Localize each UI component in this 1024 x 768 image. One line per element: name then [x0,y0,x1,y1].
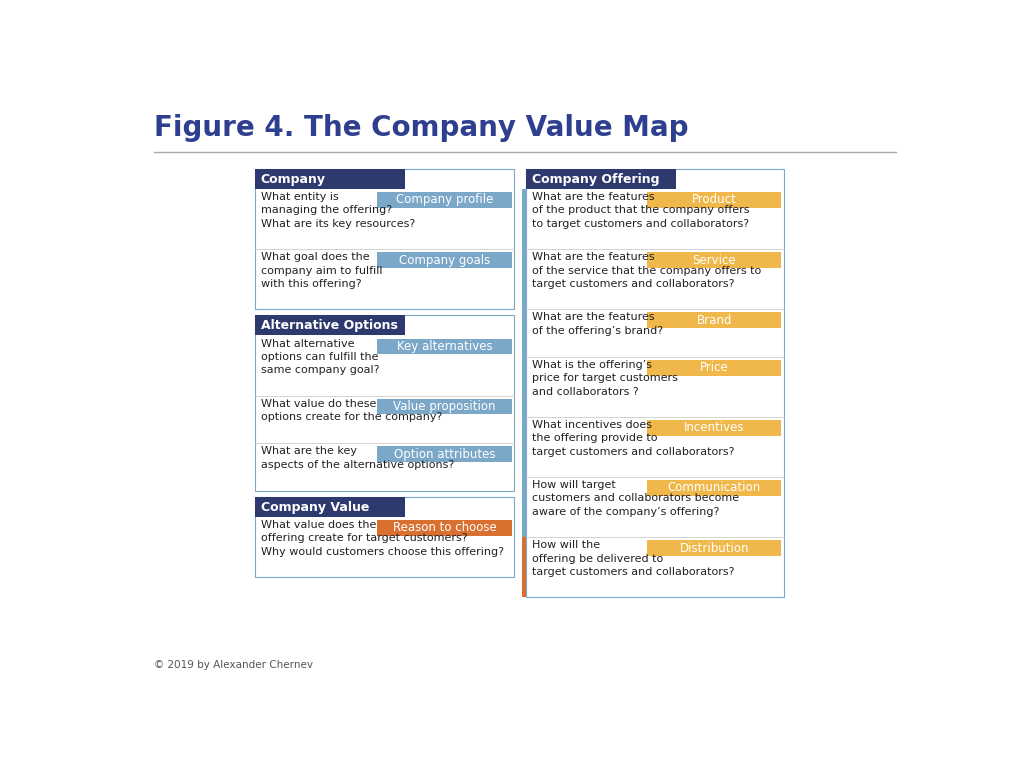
Text: Brand: Brand [696,313,732,326]
Bar [255,169,514,310]
Text: What are the features
of the service that the company offers to
target customers: What are the features of the service tha… [531,253,761,289]
Text: Value proposition: Value proposition [393,400,496,413]
Text: Key alternatives: Key alternatives [396,339,493,353]
Text: What entity is
managing the offering?
What are its key resources?: What entity is managing the offering? Wh… [261,192,415,229]
Text: What value do these
options create for the company?: What value do these options create for t… [261,399,442,422]
Text: What alternative
options can fulfill the
same company goal?: What alternative options can fulfill the… [261,339,379,375]
Text: © 2019 by Alexander Chernev: © 2019 by Alexander Chernev [154,660,312,670]
Text: What is the offering’s
price for target customers
and collaborators ?: What is the offering’s price for target … [531,360,678,396]
Bar [526,169,783,598]
Bar [647,360,781,376]
Bar [377,192,512,207]
Bar [647,541,781,556]
Bar [377,520,512,536]
Text: What are the features
of the offering’s brand?: What are the features of the offering’s … [531,313,663,336]
Text: Communication: Communication [668,482,761,495]
Bar [377,253,512,268]
Bar [522,189,526,250]
Bar [522,310,526,357]
Text: Incentives: Incentives [684,422,744,435]
Bar [377,399,512,414]
Bar [647,420,781,435]
Text: Company goals: Company goals [398,253,490,266]
Text: Price: Price [700,361,729,374]
Text: What are the features
of the product that the company offers
to target customers: What are the features of the product tha… [531,192,750,229]
Text: Company profile: Company profile [395,194,494,207]
Bar [522,417,526,477]
Bar [647,253,781,268]
Text: Company Offering: Company Offering [531,173,659,186]
Text: What value does the
offering create for target customers?
Why would customers ch: What value does the offering create for … [261,520,504,557]
Text: Service: Service [692,253,736,266]
Text: What incentives does
the offering provide to
target customers and collaborators?: What incentives does the offering provid… [531,420,734,457]
Bar [255,316,406,336]
Bar [255,169,406,189]
Bar [526,169,676,189]
Bar [377,339,512,354]
Bar [647,313,781,328]
Text: What are the key
aspects of the alternative options?: What are the key aspects of the alternat… [261,446,454,469]
Text: Company Value: Company Value [261,501,369,514]
Text: Option attributes: Option attributes [393,448,496,461]
Text: How will the
offering be delivered to
target customers and collaborators?: How will the offering be delivered to ta… [531,541,734,577]
Text: Product: Product [692,194,736,207]
Bar [255,316,514,491]
Text: Figure 4. The Company Value Map: Figure 4. The Company Value Map [154,114,688,142]
Text: Company: Company [261,173,326,186]
Text: What goal does the
company aim to fulfill
with this offering?: What goal does the company aim to fulfil… [261,253,382,289]
Bar [647,192,781,207]
Text: Distribution: Distribution [680,541,750,554]
Bar [522,357,526,417]
Bar [377,446,512,462]
Bar [647,480,781,495]
Bar [255,497,514,578]
Bar [522,538,526,598]
Bar [522,477,526,538]
Bar [522,250,526,310]
Text: Alternative Options: Alternative Options [261,319,397,332]
Text: Reason to choose: Reason to choose [392,521,497,535]
Bar [255,497,406,517]
Text: How will target
customers and collaborators become
aware of the company’s offeri: How will target customers and collaborat… [531,480,739,517]
